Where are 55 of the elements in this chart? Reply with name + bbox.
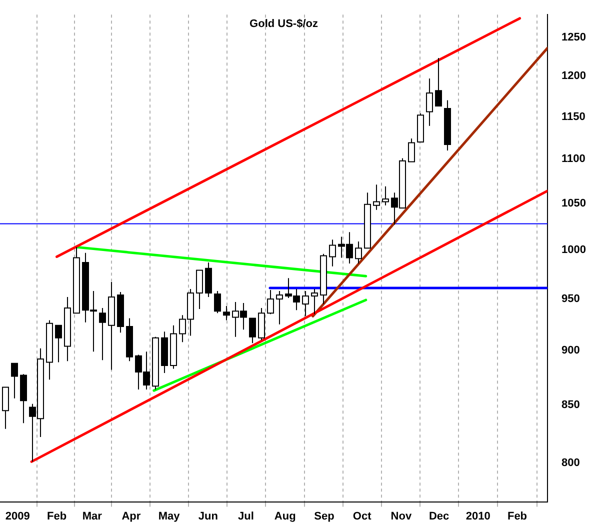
x-tick-label: Jun (198, 510, 218, 522)
candlestick (108, 282, 115, 370)
candlestick (46, 320, 53, 380)
candlestick (117, 291, 124, 334)
candlestick (55, 324, 62, 363)
candlestick (267, 289, 274, 315)
candlestick (444, 100, 451, 152)
candlestick (205, 262, 212, 298)
candlestick (11, 362, 18, 399)
y-tick-label: 900 (562, 344, 580, 357)
candlestick (2, 386, 9, 430)
y-tick-label: 1150 (562, 110, 586, 123)
y-tick-label: 1000 (562, 244, 586, 256)
candlestick (99, 308, 106, 361)
candlestick (161, 331, 168, 374)
candlestick (126, 318, 133, 362)
x-tick-label: 2009 (5, 510, 30, 522)
y-tick-label: 1050 (562, 198, 586, 210)
x-tick-label: Jul (238, 510, 254, 522)
candlestick (223, 306, 230, 321)
candlestick (435, 58, 442, 107)
candlestick (382, 186, 389, 206)
candlestick (329, 239, 336, 267)
x-tick-label: 2010 (466, 510, 490, 522)
candlestick (311, 288, 318, 315)
y-tick-label: 1250 (562, 31, 586, 44)
candlestick (64, 296, 71, 362)
y-tick-label: 1200 (562, 70, 586, 82)
x-tick-label: Dec (428, 510, 450, 522)
candlestick (196, 270, 203, 310)
y-tick-label: 1100 (562, 153, 586, 166)
y-tick-label: 850 (562, 399, 580, 412)
candlestick (364, 192, 371, 249)
x-tick-label: Nov (390, 510, 412, 522)
candlestick (408, 138, 415, 162)
candlestick (276, 290, 283, 325)
x-tick-label: Feb (507, 510, 528, 522)
y-tick-label: 800 (562, 456, 580, 469)
candlestick (302, 290, 309, 317)
x-tick-label: Apr (122, 510, 142, 522)
x-tick-label: Oct (352, 510, 372, 522)
candlestick (170, 324, 177, 370)
candlestick (426, 78, 433, 126)
candlestick (20, 374, 27, 424)
x-tick-label: Feb (46, 510, 67, 522)
x-tick-label: Sep (314, 510, 335, 522)
candlestick (320, 253, 327, 304)
candlestick (73, 246, 80, 314)
candlestick (373, 184, 380, 210)
x-tick-label: Aug (274, 510, 296, 522)
candlestick (355, 241, 362, 264)
chart-title: Gold US-$/oz (250, 18, 318, 30)
y-tick-label: 950 (562, 292, 580, 305)
x-tick-label: Mar (82, 510, 103, 522)
x-tick-label: May (158, 510, 181, 522)
